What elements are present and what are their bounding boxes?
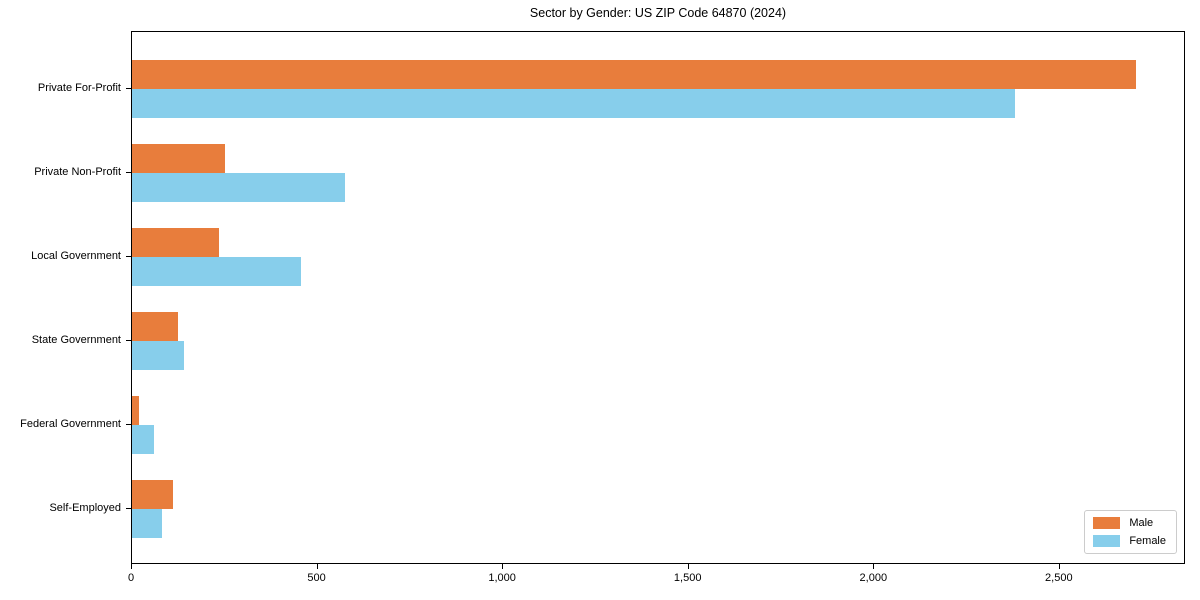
female-bar-federal-government: [132, 425, 155, 454]
x-tick-label-0: 0: [127, 572, 135, 584]
legend-label-male: Male: [1129, 517, 1154, 529]
legend-item-female: Female: [1093, 535, 1166, 547]
legend: Male Female: [1084, 510, 1177, 554]
x-tick-label-500: 500: [307, 572, 326, 584]
male-bar-private-non-profit: [132, 144, 225, 173]
male-bar-private-for-profit: [132, 60, 1136, 89]
male-bar-federal-government: [132, 396, 140, 425]
x-tick-label-2-000: 2,000: [859, 572, 888, 584]
x-tick-mark: [316, 564, 318, 569]
y-tick-mark: [126, 340, 131, 341]
y-tick-label-private-for-profit: Private For-Profit: [37, 82, 121, 94]
x-tick-label-1-000: 1,000: [488, 572, 516, 584]
y-tick-mark: [126, 88, 131, 89]
x-tick-label-1-500: 1,500: [673, 572, 702, 584]
female-bar-private-non-profit: [132, 173, 346, 202]
female-bar-state-government: [132, 341, 184, 370]
legend-swatch-female: [1093, 535, 1121, 547]
y-tick-label-state-government: State Government: [31, 334, 121, 346]
male-bar-state-government: [132, 312, 179, 341]
x-tick-label-2-500: 2,500: [1045, 572, 1073, 584]
legend-item-male: Male: [1093, 517, 1166, 529]
female-bar-private-for-profit: [132, 89, 1016, 118]
legend-label-female: Female: [1129, 535, 1166, 547]
female-bar-local-government: [132, 257, 301, 286]
x-tick-mark: [687, 564, 689, 569]
x-tick-mark: [502, 564, 504, 569]
y-tick-mark: [126, 508, 131, 509]
x-tick-mark: [1058, 564, 1060, 569]
y-tick-label-private-non-profit: Private Non-Profit: [34, 166, 121, 178]
legend-swatch-male: [1093, 517, 1121, 529]
y-tick-label-federal-government: Federal Government: [20, 418, 121, 430]
male-bar-local-government: [132, 228, 220, 257]
x-tick-mark: [873, 564, 875, 569]
male-bar-self-employed: [132, 480, 173, 509]
chart-title: Sector by Gender: US ZIP Code 64870 (202…: [529, 6, 787, 20]
y-tick-mark: [126, 256, 131, 257]
y-tick-mark: [126, 424, 131, 425]
plot-area: Male Female: [131, 31, 1185, 564]
y-tick-label-local-government: Local Government: [31, 250, 121, 262]
y-tick-mark: [126, 172, 131, 173]
female-bar-self-employed: [132, 509, 162, 538]
x-tick-mark: [131, 564, 132, 569]
y-tick-label-self-employed: Self-Employed: [49, 502, 121, 514]
